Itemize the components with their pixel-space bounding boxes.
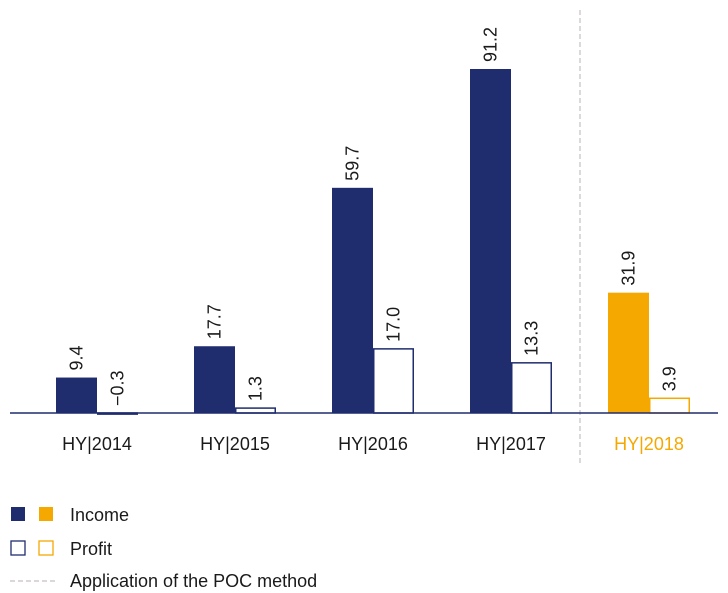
bar xyxy=(608,292,649,413)
value-label: 91.2 xyxy=(481,27,501,62)
legend-label: Profit xyxy=(70,539,112,559)
x-tick-label: HY|2014 xyxy=(62,434,132,454)
bar xyxy=(373,348,414,414)
bar xyxy=(194,346,235,413)
x-tick-label: HY|2018 xyxy=(614,434,684,454)
value-label: 1.3 xyxy=(246,376,266,401)
x-tick-label: HY|2016 xyxy=(338,434,408,454)
value-label: 13.3 xyxy=(522,321,542,356)
value-label: 17.0 xyxy=(384,307,404,342)
value-label: 17.7 xyxy=(205,304,225,339)
bar xyxy=(470,69,511,413)
value-label: 9.4 xyxy=(67,346,87,371)
value-label: 31.9 xyxy=(619,251,639,286)
legend-swatch xyxy=(39,507,53,521)
legend-swatch xyxy=(10,540,26,556)
value-label: 59.7 xyxy=(343,146,363,181)
x-tick-label: HY|2015 xyxy=(200,434,270,454)
legend-swatch xyxy=(38,540,54,556)
bar xyxy=(649,397,690,414)
value-label: −0.3 xyxy=(108,370,128,406)
bar xyxy=(56,377,97,413)
legend-label: Income xyxy=(70,505,129,525)
x-tick-label: HY|2017 xyxy=(476,434,546,454)
legend-swatch xyxy=(11,507,25,521)
bar xyxy=(332,187,373,413)
legend-label: Application of the POC method xyxy=(70,571,317,591)
value-label: 3.9 xyxy=(660,366,680,391)
bar xyxy=(511,362,552,414)
